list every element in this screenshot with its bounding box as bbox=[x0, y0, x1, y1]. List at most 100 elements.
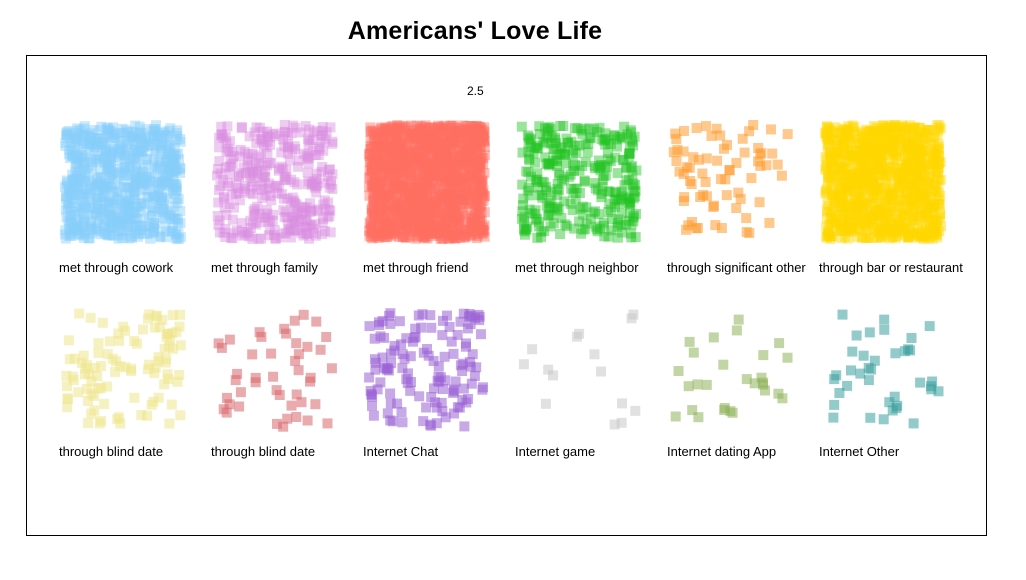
data-point bbox=[842, 181, 853, 192]
data-point bbox=[157, 180, 168, 191]
data-point bbox=[863, 208, 874, 219]
data-point bbox=[829, 399, 840, 410]
data-point bbox=[137, 163, 148, 174]
data-point bbox=[923, 233, 934, 244]
data-point bbox=[375, 212, 386, 223]
data-point bbox=[391, 164, 402, 175]
data-point bbox=[471, 362, 482, 373]
data-point bbox=[922, 215, 933, 226]
data-point bbox=[825, 233, 836, 244]
data-point bbox=[472, 222, 483, 232]
data-point bbox=[417, 171, 428, 182]
data-point bbox=[918, 233, 929, 244]
data-point bbox=[137, 146, 148, 157]
data-point bbox=[458, 207, 469, 218]
data-point bbox=[124, 189, 135, 200]
data-point bbox=[92, 371, 103, 382]
data-point bbox=[613, 217, 623, 228]
data-point bbox=[898, 195, 909, 206]
data-point bbox=[846, 151, 857, 162]
data-point bbox=[436, 221, 447, 232]
data-point bbox=[450, 136, 461, 147]
data-point bbox=[100, 180, 111, 191]
data-point bbox=[450, 229, 461, 240]
data-point bbox=[378, 132, 389, 143]
data-point bbox=[375, 160, 386, 171]
data-point bbox=[448, 176, 459, 187]
data-point bbox=[875, 143, 886, 154]
data-point bbox=[671, 156, 682, 166]
data-point bbox=[907, 134, 918, 145]
data-point bbox=[905, 225, 915, 236]
data-point bbox=[933, 187, 944, 198]
data-point bbox=[922, 209, 933, 220]
data-point bbox=[153, 207, 164, 218]
data-point bbox=[931, 148, 942, 158]
data-point bbox=[308, 145, 318, 156]
data-point bbox=[845, 146, 856, 156]
data-point bbox=[383, 190, 394, 200]
data-point bbox=[860, 161, 871, 172]
data-point bbox=[922, 231, 933, 242]
data-point bbox=[120, 167, 131, 178]
data-point bbox=[81, 383, 92, 394]
data-point bbox=[931, 148, 942, 159]
data-point bbox=[413, 147, 424, 158]
data-point bbox=[442, 151, 453, 162]
data-point bbox=[92, 179, 103, 190]
data-point bbox=[622, 129, 633, 140]
data-point bbox=[472, 231, 483, 242]
data-point bbox=[439, 172, 450, 183]
data-point bbox=[463, 129, 473, 140]
data-point bbox=[460, 152, 471, 163]
data-point bbox=[130, 153, 140, 164]
data-point bbox=[104, 125, 115, 136]
data-point bbox=[593, 162, 604, 173]
data-point bbox=[854, 199, 865, 210]
data-point bbox=[897, 120, 908, 131]
data-point bbox=[867, 233, 878, 243]
data-point bbox=[844, 205, 855, 216]
data-point bbox=[860, 185, 871, 196]
panel-label: through significant other bbox=[667, 260, 806, 275]
data-point bbox=[425, 310, 436, 321]
data-point bbox=[370, 179, 381, 190]
data-point bbox=[905, 195, 916, 206]
data-point bbox=[286, 214, 297, 225]
data-point bbox=[920, 208, 930, 219]
data-point bbox=[870, 207, 880, 217]
data-point bbox=[887, 149, 898, 160]
data-point bbox=[472, 204, 483, 215]
data-point bbox=[847, 170, 857, 181]
data-point bbox=[898, 205, 909, 216]
data-point bbox=[910, 150, 921, 161]
data-point bbox=[103, 159, 114, 169]
data-point bbox=[933, 125, 944, 136]
data-point bbox=[421, 203, 432, 214]
data-point bbox=[61, 129, 72, 140]
data-point bbox=[314, 142, 325, 153]
data-point bbox=[687, 405, 698, 416]
data-point bbox=[152, 189, 163, 200]
data-point bbox=[731, 325, 742, 336]
data-point bbox=[66, 218, 77, 229]
data-point bbox=[103, 197, 114, 208]
data-point bbox=[431, 196, 442, 207]
data-point bbox=[120, 205, 131, 216]
data-point bbox=[464, 176, 475, 187]
data-point bbox=[382, 124, 393, 135]
data-point bbox=[113, 225, 124, 236]
data-point bbox=[526, 208, 537, 219]
data-point bbox=[392, 194, 403, 205]
data-point bbox=[302, 216, 313, 227]
data-point bbox=[867, 160, 878, 170]
data-point bbox=[416, 197, 427, 208]
data-point bbox=[369, 130, 380, 141]
data-point bbox=[398, 207, 409, 218]
data-point bbox=[248, 206, 259, 217]
panel-5: through significant other bbox=[667, 120, 806, 275]
data-point bbox=[832, 211, 843, 222]
data-point bbox=[156, 128, 167, 138]
data-point bbox=[890, 164, 901, 174]
data-point bbox=[900, 162, 910, 173]
